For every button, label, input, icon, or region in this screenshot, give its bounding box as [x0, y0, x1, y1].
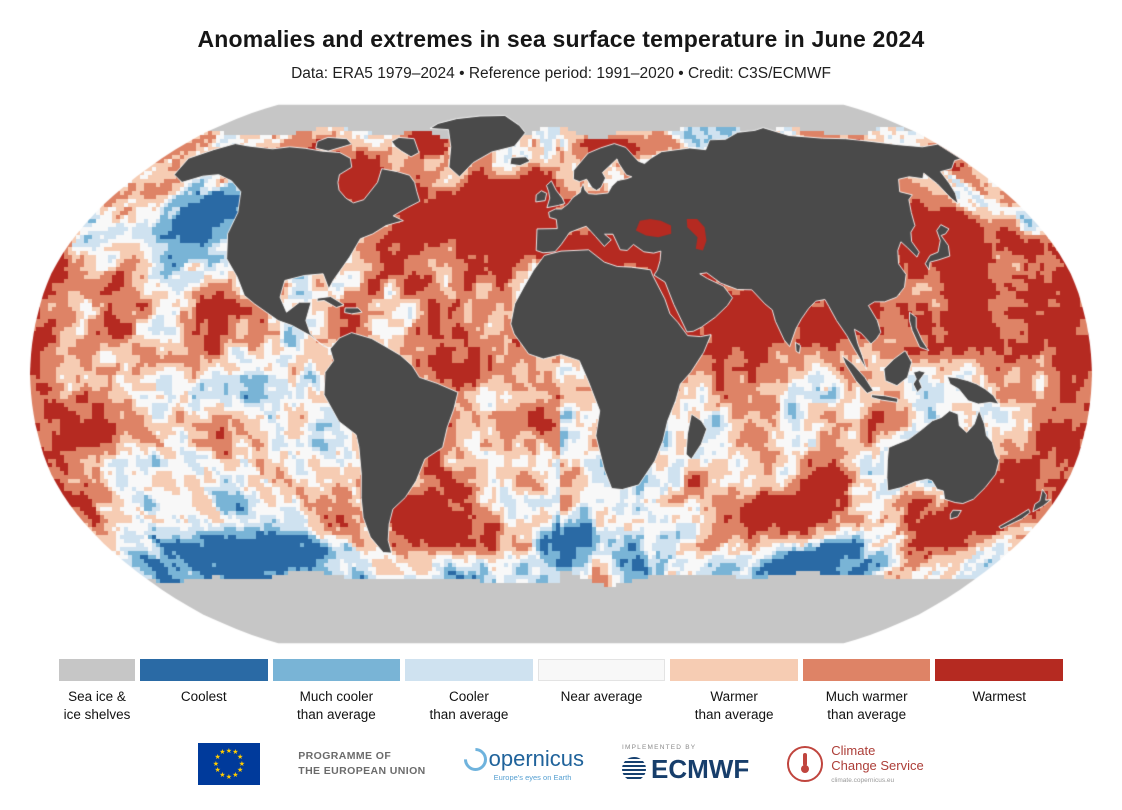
legend-item-warmest: Warmest — [935, 659, 1064, 723]
implemented-by-label: IMPLEMENTED BY — [622, 743, 697, 751]
legend-swatch — [802, 659, 931, 681]
legend-swatch — [935, 659, 1064, 681]
copernicus-tagline: Europe's eyes on Earth — [493, 773, 572, 783]
legend-label: Sea ice & — [68, 689, 126, 704]
legend-swatch — [140, 659, 268, 681]
legend-item-cooler: Cooler than average — [405, 659, 533, 723]
legend-swatch — [405, 659, 533, 681]
thermometer-icon — [787, 746, 824, 783]
legend-label: than average — [429, 706, 509, 722]
legend-label: Coolest — [180, 689, 227, 704]
legend-label: Warmer — [710, 689, 758, 704]
legend-label: than average — [827, 706, 907, 722]
legend-label: than average — [694, 706, 774, 722]
c3s-name-line2: Change Service — [831, 757, 924, 773]
map-container — [28, 103, 1094, 645]
legend-label: Warmest — [972, 689, 1027, 704]
eu-programme-label: PROGRAMME OF THE EUROPEAN UNION — [298, 749, 425, 779]
legend-item-coolest: Coolest — [140, 659, 268, 723]
eu-programme-line2: THE EUROPEAN UNION — [298, 765, 426, 778]
footer: ★ ★ ★ ★ ★ ★ ★ ★ ★ ★ ★ ★ PROGRAMME OF THE EUROPEAN U… — [0, 742, 1122, 786]
legend-item-much-cooler: Much cooler than average — [272, 659, 401, 723]
copernicus-wordmark: opernicus — [488, 746, 585, 772]
ecmwf-logo: IMPLEMENTED BY ECMWF — [622, 744, 749, 785]
legend-item-sea-ice: Sea ice & ice shelves — [59, 659, 135, 723]
world-map-canvas — [28, 103, 1094, 645]
c3s-url: climate.copernicus.eu — [831, 776, 895, 784]
legend-swatch — [59, 659, 135, 681]
legend-label: than average — [296, 706, 376, 722]
page-title: Anomalies and extremes in sea surface te… — [197, 26, 925, 52]
legend-item-near-average: Near average — [537, 659, 666, 723]
ecmwf-globe-icon — [622, 757, 647, 782]
eu-flag-logo: ★ ★ ★ ★ ★ ★ ★ ★ ★ ★ ★ ★ — [198, 743, 261, 786]
legend-swatch — [537, 659, 666, 681]
copernicus-swoosh-icon — [458, 742, 492, 776]
eu-programme-line1: PROGRAMME OF — [298, 749, 392, 762]
c3s-logo: Climate Change Service climate.copernicu… — [787, 742, 924, 784]
legend-swatch — [670, 659, 798, 681]
ecmwf-wordmark: ECMWF — [651, 753, 750, 784]
subtitle: Data: ERA5 1979–2024 • Reference period:… — [291, 65, 831, 82]
legend-label: Cooler — [449, 689, 489, 704]
legend-swatch — [272, 659, 401, 681]
legend-label: Much cooler — [299, 689, 374, 704]
legend-item-warmer: Warmer than average — [670, 659, 798, 723]
legend-label: Near average — [560, 689, 643, 704]
legend-label: ice shelves — [63, 706, 131, 722]
copernicus-logo: opernicus Europe's eyes on Earth — [458, 742, 585, 783]
legend: Sea ice & ice shelves Coolest Much cooler… — [59, 659, 1064, 723]
legend-item-much-warmer: Much warmer than average — [802, 659, 931, 723]
c3s-name-line1: Climate — [831, 742, 876, 758]
legend-label: Much warmer — [825, 689, 908, 704]
